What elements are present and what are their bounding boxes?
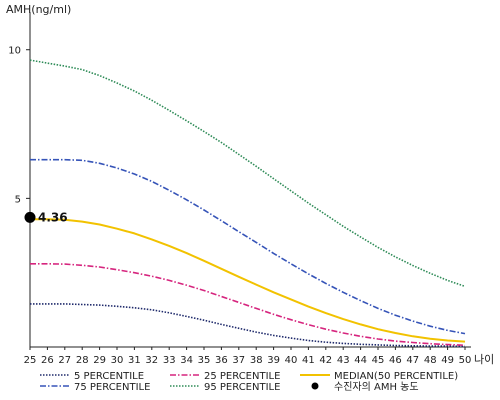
x-tick-label: 47	[406, 355, 419, 366]
x-tick-label: 33	[163, 355, 176, 366]
x-tick-label: 30	[111, 355, 124, 366]
x-tick-label: 35	[198, 355, 211, 366]
legend-point-marker	[311, 382, 319, 390]
x-tick-label: 29	[93, 355, 106, 366]
x-tick-label: 45	[372, 355, 385, 366]
x-tick-label: 32	[145, 355, 158, 366]
y-tick-label: 5	[15, 194, 21, 205]
x-tick-label: 40	[285, 355, 298, 366]
x-tick-label: 36	[215, 355, 228, 366]
x-tick-label: 44	[354, 355, 367, 366]
x-tick-label: 37	[232, 355, 245, 366]
x-tick-label: 26	[41, 355, 54, 366]
series-lines	[29, 59, 466, 348]
legend-label: 25 PERCENTILE	[204, 371, 280, 382]
legend: 5 PERCENTILE 25 PERCENTILE MEDIAN(50 PERCE…	[40, 371, 458, 393]
legend-label: 95 PERCENTILE	[204, 382, 280, 393]
x-tick-label: 34	[180, 355, 193, 366]
x-tick-label: 41	[302, 355, 315, 366]
x-tick-label: 46	[389, 355, 402, 366]
x-axis-title: 나이	[474, 353, 494, 366]
x-tick-label: 25	[24, 355, 37, 366]
series-line-95-percentile	[29, 59, 466, 288]
x-tick-label: 31	[128, 355, 141, 366]
series-line-75-percentile	[30, 158, 466, 335]
legend-label: 75 PERCENTILE	[74, 382, 150, 393]
patient-amh-value-label: 4.36	[38, 210, 68, 224]
y-axis-title: AMH(ng/ml)	[6, 3, 71, 16]
y-tick-label: 10	[8, 46, 21, 57]
x-tick-label: 49	[441, 355, 454, 366]
data-points: 4.36	[24, 210, 68, 224]
x-tick-label: 27	[58, 355, 71, 366]
legend-label: 5 PERCENTILE	[74, 371, 144, 382]
x-tick-label: 42	[319, 355, 332, 366]
x-tick-label: 48	[424, 355, 437, 366]
series-line-median-50-percentile-	[30, 218, 466, 343]
legend-label: MEDIAN(50 PERCENTILE)	[334, 371, 458, 382]
x-tick-label: 28	[76, 355, 89, 366]
patient-amh-point	[24, 211, 36, 223]
x-tick-label: 38	[250, 355, 263, 366]
series-line-25-percentile	[30, 263, 466, 346]
x-tick-label: 43	[337, 355, 350, 366]
axes: AMH(ng/ml) 나이 5 10 25 26 27 28 29 30 31 32 33 34 35 36 3…	[6, 3, 494, 366]
series-line-5-percentile	[30, 303, 466, 348]
x-tick-label: 39	[267, 355, 280, 366]
legend-label: 수진자의 AMH 농도	[334, 381, 419, 393]
x-tick-label: 50	[459, 355, 472, 366]
